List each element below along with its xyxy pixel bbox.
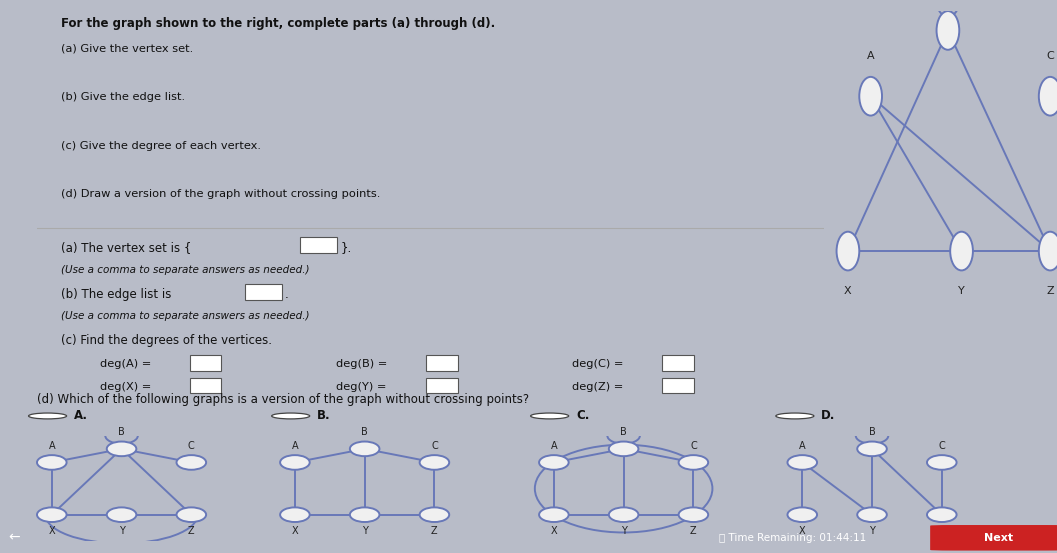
Text: (d) Draw a version of the graph without crossing points.: (d) Draw a version of the graph without …	[60, 189, 381, 199]
Text: Y: Y	[869, 526, 875, 536]
Text: B: B	[361, 427, 368, 437]
Text: C: C	[188, 441, 194, 451]
Text: C: C	[1046, 51, 1054, 61]
Text: Z: Z	[188, 526, 194, 536]
Text: ⏱ Time Remaining: 01:44:11: ⏱ Time Remaining: 01:44:11	[719, 533, 866, 543]
Text: deg(C) =: deg(C) =	[573, 359, 624, 369]
Text: Z: Z	[690, 526, 697, 536]
Circle shape	[857, 508, 887, 522]
Text: (c) Find the degrees of the vertices.: (c) Find the degrees of the vertices.	[60, 334, 272, 347]
Circle shape	[609, 508, 638, 522]
FancyBboxPatch shape	[930, 525, 1057, 551]
Text: X: X	[292, 526, 298, 536]
Circle shape	[927, 508, 957, 522]
Text: deg(B) =: deg(B) =	[336, 359, 388, 369]
Circle shape	[539, 455, 569, 469]
Text: deg(A) =: deg(A) =	[100, 359, 151, 369]
Text: Y: Y	[118, 526, 125, 536]
Circle shape	[836, 232, 859, 270]
Circle shape	[859, 77, 882, 116]
Circle shape	[539, 508, 569, 522]
Text: B.: B.	[317, 409, 331, 422]
FancyBboxPatch shape	[245, 284, 282, 300]
Text: Y: Y	[959, 286, 965, 296]
Text: C: C	[939, 441, 945, 451]
Text: B: B	[869, 427, 875, 437]
Text: A.: A.	[74, 409, 88, 422]
Circle shape	[420, 455, 449, 469]
Text: D.: D.	[821, 409, 836, 422]
Text: Next: Next	[984, 533, 1014, 543]
Circle shape	[950, 232, 972, 270]
Circle shape	[679, 455, 708, 469]
Text: Z: Z	[1046, 286, 1054, 296]
Text: C: C	[690, 441, 697, 451]
Text: Y: Y	[361, 526, 368, 536]
FancyBboxPatch shape	[190, 355, 221, 371]
Text: C.: C.	[576, 409, 590, 422]
Circle shape	[107, 508, 136, 522]
Circle shape	[1039, 77, 1057, 116]
Text: (a) The vertex set is {: (a) The vertex set is {	[60, 241, 191, 254]
Circle shape	[776, 413, 814, 419]
Text: (Use a comma to separate answers as needed.): (Use a comma to separate answers as need…	[60, 311, 309, 321]
Text: X: X	[49, 526, 55, 536]
FancyBboxPatch shape	[300, 237, 337, 253]
Text: .: .	[285, 288, 289, 301]
FancyBboxPatch shape	[663, 355, 693, 371]
Circle shape	[679, 508, 708, 522]
Text: X: X	[551, 526, 557, 536]
Circle shape	[531, 413, 569, 419]
Text: (c) Give the degree of each vertex.: (c) Give the degree of each vertex.	[60, 141, 261, 151]
Circle shape	[37, 455, 67, 469]
Circle shape	[420, 508, 449, 522]
Circle shape	[787, 455, 817, 469]
Circle shape	[177, 508, 206, 522]
Text: A: A	[799, 441, 805, 451]
Circle shape	[29, 413, 67, 419]
Text: (b) Give the edge list.: (b) Give the edge list.	[60, 92, 185, 102]
Circle shape	[177, 455, 206, 469]
Text: For the graph shown to the right, complete parts (a) through (d).: For the graph shown to the right, comple…	[60, 17, 495, 30]
Text: deg(X) =: deg(X) =	[100, 382, 151, 392]
Circle shape	[787, 508, 817, 522]
FancyBboxPatch shape	[190, 378, 221, 393]
Text: A: A	[49, 441, 55, 451]
FancyBboxPatch shape	[426, 378, 458, 393]
FancyBboxPatch shape	[663, 378, 693, 393]
Text: A: A	[867, 51, 874, 61]
Text: X: X	[845, 286, 852, 296]
Text: B: B	[118, 427, 125, 437]
Text: A: A	[292, 441, 298, 451]
Text: B: B	[620, 427, 627, 437]
Text: A: A	[551, 441, 557, 451]
Circle shape	[107, 441, 136, 456]
Text: Y: Y	[620, 526, 627, 536]
FancyBboxPatch shape	[426, 355, 458, 371]
Circle shape	[1039, 232, 1057, 270]
Circle shape	[37, 508, 67, 522]
Circle shape	[272, 413, 310, 419]
Text: Z: Z	[431, 526, 438, 536]
Circle shape	[280, 508, 310, 522]
Circle shape	[609, 441, 638, 456]
Text: }.: }.	[340, 241, 351, 254]
Text: deg(Y) =: deg(Y) =	[336, 382, 387, 392]
Circle shape	[280, 455, 310, 469]
Text: X: X	[799, 526, 805, 536]
Circle shape	[857, 441, 887, 456]
Circle shape	[350, 441, 379, 456]
Text: deg(Z) =: deg(Z) =	[573, 382, 624, 392]
Text: Z: Z	[939, 526, 945, 536]
Text: ←: ←	[8, 531, 20, 545]
Circle shape	[937, 11, 960, 50]
Circle shape	[927, 455, 957, 469]
Text: (Use a comma to separate answers as needed.): (Use a comma to separate answers as need…	[60, 265, 309, 275]
Text: (a) Give the vertex set.: (a) Give the vertex set.	[60, 44, 192, 54]
Text: (d) Which of the following graphs is a version of the graph without crossing poi: (d) Which of the following graphs is a v…	[37, 393, 530, 406]
Text: (b) The edge list is: (b) The edge list is	[60, 288, 171, 301]
Circle shape	[350, 508, 379, 522]
Text: C: C	[431, 441, 438, 451]
